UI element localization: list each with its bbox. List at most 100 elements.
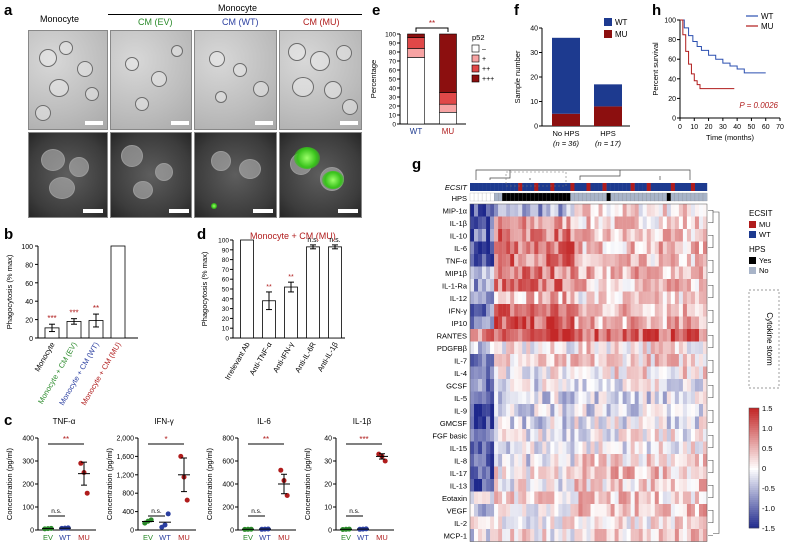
g-heatmap-cell — [566, 516, 571, 530]
g-heatmap-cell — [646, 379, 651, 392]
g-heatmap-cell — [702, 516, 708, 530]
g-heatmap-cell — [534, 354, 539, 367]
g-heatmap-cell — [566, 391, 571, 405]
d-y-tick-label: 50 — [222, 287, 230, 294]
c-y-tick-label: 0 — [230, 528, 234, 535]
g-ecsit-cell — [702, 183, 708, 191]
g-heatmap-cell — [614, 291, 619, 305]
g-heatmap-cell — [546, 291, 551, 305]
g-heatmap-cell — [674, 316, 680, 330]
g-row-label: IL-2 — [454, 519, 467, 528]
g-heatmap-cell — [574, 391, 579, 405]
g-hps-cell — [598, 192, 603, 202]
g-heatmap-cell — [514, 404, 519, 417]
g-heatmap-cell — [686, 366, 692, 380]
g-ecsit-cell — [558, 183, 563, 191]
g-heatmap-cell — [506, 391, 511, 405]
g-heatmap-cell — [586, 266, 591, 280]
g-heatmap-cell — [666, 379, 672, 392]
g-heatmap-cell — [542, 516, 547, 530]
g-heatmap-cell — [678, 266, 684, 280]
g-heatmap-cell — [558, 379, 563, 392]
g-heatmap-cell — [490, 341, 495, 355]
g-heatmap-cell — [486, 379, 491, 392]
h-x-axis-label: Time (months) — [706, 133, 755, 142]
g-heatmap-cell — [526, 304, 531, 317]
g-heatmap-cell — [702, 504, 708, 517]
g-heatmap-cell — [630, 491, 635, 505]
g-heatmap-cell — [498, 291, 503, 305]
g-heatmap-cell — [670, 216, 676, 230]
g-heatmap-cell — [502, 216, 507, 230]
g-heatmap-cell — [506, 479, 511, 492]
g-heatmap-cell — [482, 304, 487, 317]
g-heatmap-cell — [698, 429, 704, 442]
g-heatmap-cell — [562, 441, 567, 455]
g-heatmap-cell — [522, 441, 527, 455]
g-heatmap-cell — [606, 529, 611, 542]
g-colorbar-segment — [749, 424, 759, 427]
g-heatmap-cell — [562, 454, 567, 467]
g-heatmap-cell — [474, 354, 479, 367]
g-heatmap-cell — [474, 329, 479, 342]
g-heatmap-cell — [566, 479, 571, 492]
g-heatmap-cell — [654, 279, 659, 292]
g-heatmap-cell — [486, 479, 491, 492]
g-heatmap-cell — [494, 491, 499, 505]
g-heatmap-cell — [590, 379, 595, 392]
g-heatmap-cell — [690, 379, 696, 392]
g-heatmap-cell — [506, 516, 511, 530]
g-heatmap-cell — [638, 379, 643, 392]
g-heatmap-cell — [654, 216, 659, 230]
g-heatmap-cell — [698, 329, 704, 342]
g-heatmap-cell — [614, 266, 619, 280]
g-heatmap-cell — [590, 441, 595, 455]
g-heatmap-cell — [582, 279, 587, 292]
g-heatmap-cell — [702, 441, 708, 455]
g-heatmap-cell — [630, 504, 635, 517]
g-heatmap-cell — [686, 229, 692, 242]
g-heatmap-cell — [682, 304, 688, 317]
g-heatmap-cell — [654, 491, 659, 505]
g-heatmap-cell — [630, 204, 635, 217]
g-heatmap-cell — [546, 516, 551, 530]
c-y-tick-label: 200 — [22, 482, 34, 489]
g-heatmap-cell — [530, 266, 535, 280]
g-heatmap-cell — [662, 454, 668, 467]
g-heatmap-cell — [498, 329, 503, 342]
g-heatmap-cell — [570, 416, 575, 430]
g-heatmap-cell — [526, 429, 531, 442]
g-heatmap-cell — [666, 216, 672, 230]
g-heatmap-cell — [602, 529, 607, 542]
b-y-axis-label: Phagocytosis (% max) — [5, 254, 14, 329]
g-heatmap-cell — [582, 254, 587, 267]
g-hps-cell — [514, 192, 519, 202]
d-y-tick-label: 10 — [222, 326, 230, 333]
g-heatmap-cell — [582, 354, 587, 367]
g-heatmap-cell — [530, 316, 535, 330]
g-heatmap-cell — [662, 241, 668, 255]
f-y-tick-label: 0 — [534, 124, 538, 131]
g-heatmap-cell — [518, 516, 523, 530]
g-heatmap-cell — [518, 254, 523, 267]
g-heatmap-cell — [618, 466, 623, 480]
g-heatmap-cell — [610, 491, 615, 505]
g-heatmap-cell — [578, 254, 583, 267]
g-heatmap-cell — [486, 316, 491, 330]
g-heatmap-cell — [578, 304, 583, 317]
g-heatmap-cell — [482, 416, 487, 430]
c-y-axis-label: Concentration (pg/ml) — [5, 447, 14, 520]
g-heatmap-cell — [658, 316, 664, 330]
g-heatmap-cell — [694, 254, 700, 267]
g-heatmap-cell — [554, 291, 559, 305]
g-heatmap-cell — [626, 441, 631, 455]
g-heatmap-cell — [650, 354, 655, 367]
g-heatmap-cell — [702, 304, 708, 317]
g-heatmap-cell — [478, 479, 483, 492]
g-heatmap-cell — [562, 204, 567, 217]
g-heatmap-cell — [522, 266, 527, 280]
g-hps-cell — [602, 192, 607, 202]
g-heatmap-cell — [582, 504, 587, 517]
panel-label-e: e — [372, 2, 381, 19]
g-heatmap-cell — [690, 366, 696, 380]
